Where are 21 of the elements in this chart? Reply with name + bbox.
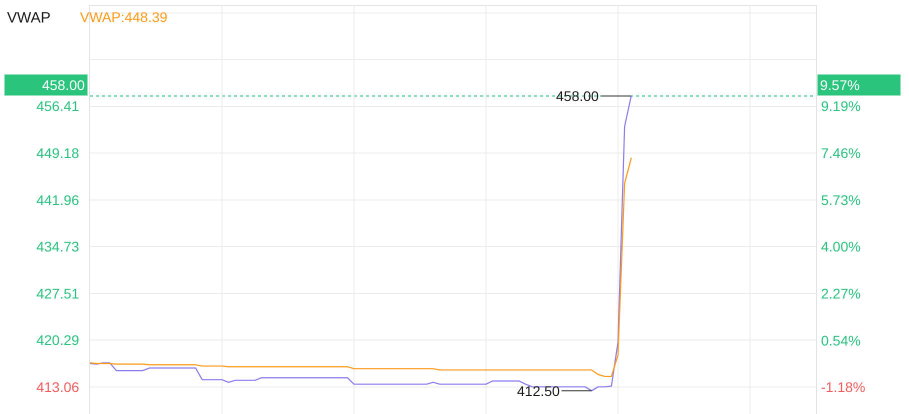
y2-tick-label: 4.00% [821,238,861,255]
annotation: 412.50 [517,383,560,399]
y-tick-label: 456.41 [36,98,80,114]
y2-tick-label: -1.18% [821,378,866,395]
annotation: 458.00 [556,88,600,104]
line-series [90,158,632,378]
y2-tick-label: 9.19% [821,98,861,114]
y-tick-label: 420.29 [36,332,80,348]
y-tick-label: 441.96 [36,192,80,208]
y-tick-label: 434.73 [36,238,80,255]
y2-tick-label: 7.46% [821,144,861,161]
y2-tick-label: 5.73% [821,192,861,208]
y2-tick-label: 2.27% [821,285,861,302]
y2-tick-label: 0.54% [821,332,861,348]
chart-title: VWAP [7,9,51,26]
y-tick-label: 427.51 [36,285,80,302]
text: VWAP:448.39 [80,9,168,25]
y-tick-label: 413.06 [36,378,80,395]
text: 9.57% [820,77,860,93]
ref-line-label: 458.00 [42,77,85,93]
y-tick-label: 449.18 [36,145,80,162]
